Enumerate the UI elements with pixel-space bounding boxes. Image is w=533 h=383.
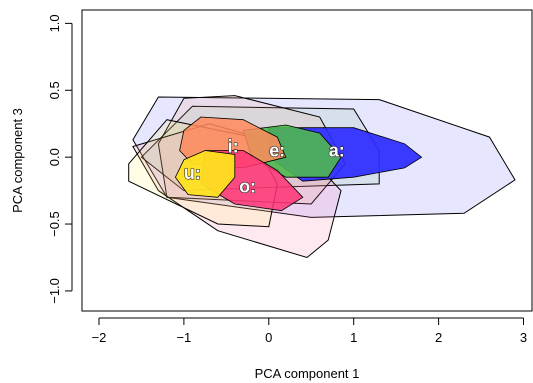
x-tick-label: −2 [92, 330, 107, 345]
vowel-label-a: a: [329, 140, 345, 160]
vowel-label-e: e: [269, 140, 285, 160]
x-axis-title: PCA component 1 [255, 366, 360, 381]
y-tick-label: 0.5 [47, 81, 62, 99]
y-axis-title: PCA component 3 [10, 108, 25, 213]
inner-hulls [174, 116, 423, 212]
inner-hull-u [174, 150, 236, 198]
vowel-label-u: u: [184, 163, 201, 183]
y-tick-label: −1.0 [47, 278, 62, 304]
vowel-labels: a: e: i: o: u: [183, 136, 345, 197]
plot-frame [81, 9, 533, 312]
y-tick-label: −0.5 [47, 211, 62, 237]
x-tick-label: 2 [435, 330, 442, 345]
x-tick-label: −1 [176, 330, 191, 345]
vowel-label-i: i: [228, 136, 239, 156]
y-tick-label: 0.0 [47, 148, 62, 166]
x-tick-label: 0 [265, 330, 272, 345]
x-tick-label: 1 [350, 330, 357, 345]
y-axis: −1.0 −0.5 0.0 0.5 1.0 [47, 14, 73, 304]
y-tick-label: 1.0 [47, 14, 62, 32]
x-axis: −2 −1 0 1 2 3 [92, 317, 527, 345]
vowel-label-o: o: [239, 177, 256, 197]
x-tick-label: 3 [520, 330, 527, 345]
